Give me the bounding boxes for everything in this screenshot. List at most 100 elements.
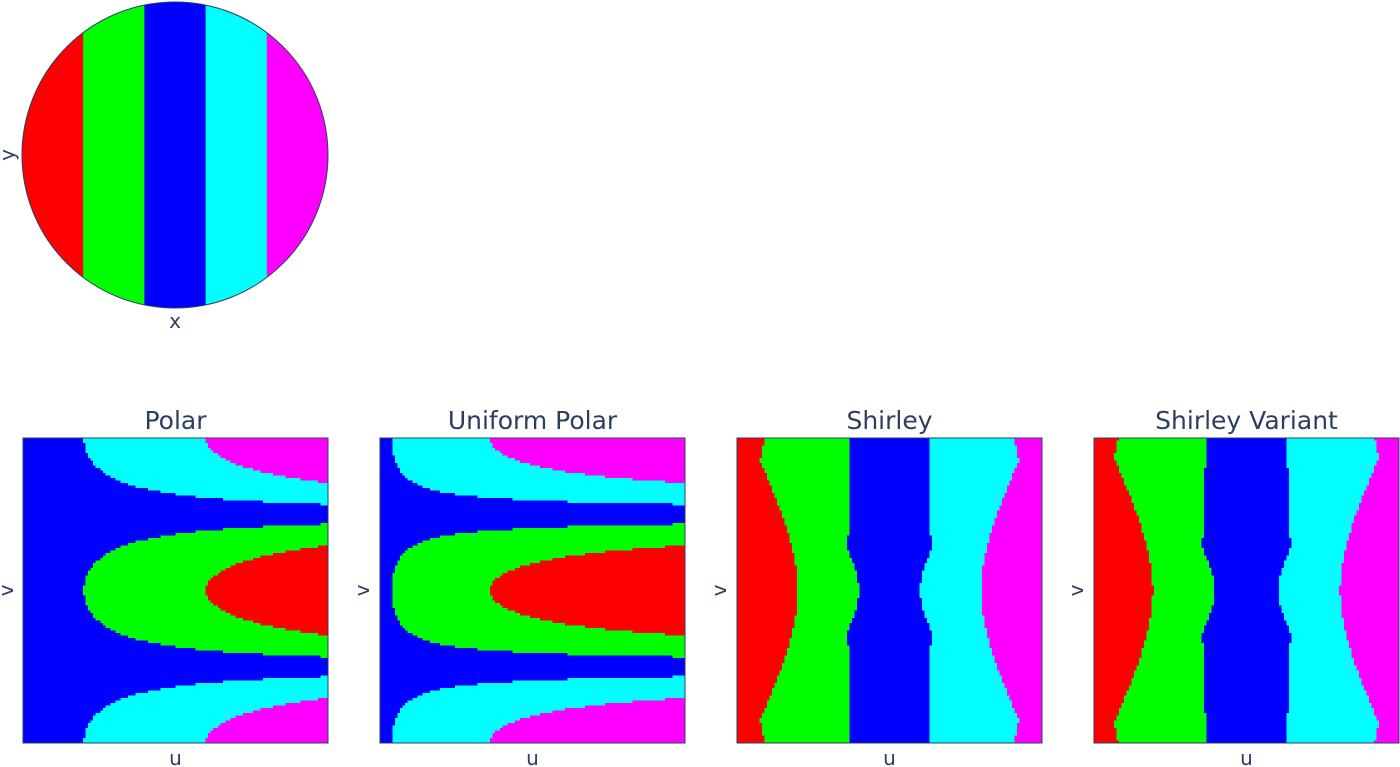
cell-green: [103, 555, 261, 559]
disk-outline: [21, 1, 329, 309]
cell-blue: [849, 683, 930, 686]
cell-blue: [380, 483, 418, 486]
cell-cyan: [929, 650, 993, 654]
cell-cyan: [175, 685, 329, 689]
cell-blue: [1206, 440, 1287, 444]
cell-cyan: [85, 735, 209, 739]
cell-magenta: [1371, 475, 1400, 479]
cell-magenta: [1344, 628, 1400, 631]
cell-red: [1094, 635, 1147, 639]
cell-cyan: [1284, 618, 1345, 621]
cell-blue: [380, 590, 393, 594]
cell-blue: [1204, 648, 1290, 651]
cell-magenta: [1014, 470, 1043, 474]
cell-cyan: [932, 638, 990, 641]
cell-blue: [380, 670, 686, 674]
cell-red: [1094, 715, 1117, 719]
cell-blue: [380, 638, 423, 641]
cell-green: [789, 640, 848, 644]
cell-blue: [380, 625, 403, 629]
cell-blue: [1201, 540, 1292, 544]
cell-blue: [1206, 450, 1287, 454]
cell-cyan: [929, 485, 1008, 489]
cell-red: [1094, 733, 1117, 736]
cell-blue: [380, 438, 393, 441]
cell-green: [103, 623, 261, 626]
cell-blue: [380, 550, 406, 554]
cell-cyan: [932, 635, 988, 639]
cell-cyan: [929, 710, 1015, 714]
cell-red: [737, 510, 783, 514]
cell-blue: [1204, 678, 1290, 681]
cell-blue: [380, 528, 513, 531]
cell-blue: [23, 543, 129, 546]
cell-magenta: [515, 458, 686, 461]
cell-red: [737, 545, 793, 549]
cell-red: [1094, 580, 1152, 584]
cell-green: [1131, 678, 1205, 681]
cell-cyan: [932, 538, 990, 541]
cell-magenta: [540, 713, 686, 716]
cell-red: [737, 635, 793, 639]
cell-cyan: [929, 530, 993, 534]
cell-green: [115, 548, 301, 551]
cell-red: [220, 608, 329, 611]
cell-green: [263, 525, 329, 529]
cell-red: [737, 483, 770, 486]
cell-green: [1121, 703, 1205, 706]
cell-blue: [380, 623, 401, 626]
cell-green: [407, 548, 633, 551]
cell-green: [1126, 693, 1205, 696]
cell-magenta: [989, 638, 1043, 641]
cell-green: [392, 588, 491, 591]
cell-green: [1116, 460, 1207, 464]
cell-cyan: [1279, 580, 1342, 584]
cell-blue: [23, 580, 86, 584]
cell-blue: [23, 493, 176, 496]
cell-blue: [849, 625, 930, 629]
cell-blue: [849, 490, 930, 494]
cell-cyan: [1281, 568, 1342, 571]
cell-magenta: [1014, 735, 1043, 739]
cell-blue: [23, 453, 89, 456]
cell-magenta: [1341, 613, 1400, 616]
cell-green: [567, 653, 686, 656]
cell-cyan: [440, 490, 686, 494]
cell-red: [737, 500, 778, 504]
cell-blue: [1204, 690, 1290, 694]
cell-blue: [380, 560, 398, 564]
cell-green: [1119, 710, 1205, 714]
cell-blue: [23, 500, 264, 504]
cell-red: [737, 565, 798, 569]
cell-cyan: [1286, 555, 1345, 559]
cell-blue: [849, 728, 930, 731]
cell-cyan: [929, 550, 988, 554]
cell-blue: [1206, 715, 1287, 719]
cell-red: [218, 573, 329, 576]
cell-green: [784, 520, 850, 524]
cell-green: [672, 523, 686, 526]
cell-blue: [380, 633, 413, 636]
cell-green: [762, 723, 850, 726]
cell-blue: [1214, 598, 1280, 601]
cell-cyan: [100, 468, 254, 471]
cell-green: [120, 545, 319, 549]
cell-blue: [1204, 643, 1290, 646]
cell-magenta: [565, 708, 686, 711]
cell-cyan: [88, 453, 219, 456]
cell-green: [792, 545, 848, 549]
cell-magenta: [1344, 560, 1400, 564]
cell-red: [1094, 663, 1140, 666]
cell-magenta: [1014, 738, 1043, 741]
cell-red: [1094, 560, 1150, 564]
cell-cyan: [85, 448, 211, 451]
cell-red: [1094, 498, 1132, 501]
cell-red: [737, 613, 798, 616]
cell-green: [794, 618, 853, 621]
cell-green: [320, 655, 329, 659]
cell-cyan: [932, 633, 988, 636]
cell-blue: [1206, 555, 1287, 559]
cell-green: [1151, 595, 1215, 599]
cell-cyan: [412, 698, 666, 701]
cell-blue: [849, 550, 930, 554]
